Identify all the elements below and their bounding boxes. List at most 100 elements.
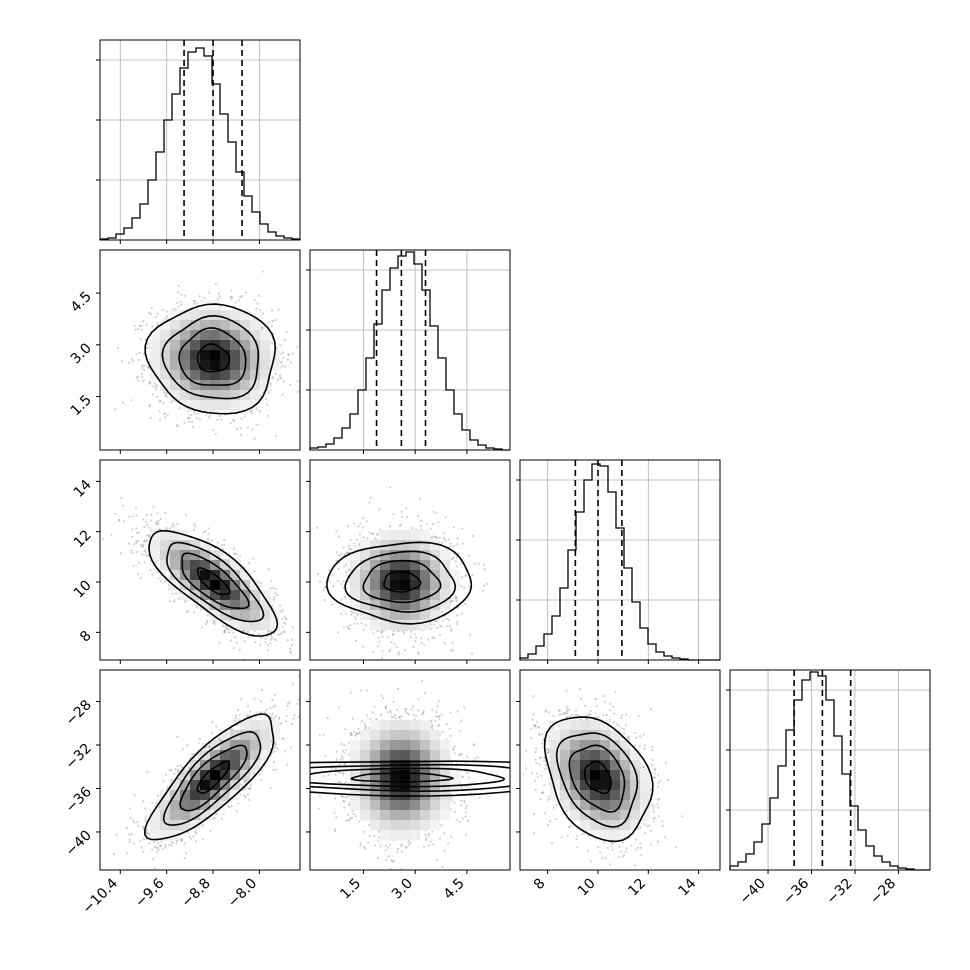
density-cell — [200, 560, 211, 571]
scatter-point — [200, 626, 204, 629]
scatter-point — [131, 515, 134, 518]
scatter-point — [349, 624, 352, 627]
scatter-point — [281, 393, 284, 396]
scatter-point — [194, 604, 197, 607]
scatter-point — [147, 534, 150, 537]
y-tick-label: 10 — [71, 578, 95, 602]
density-cell — [200, 570, 211, 581]
scatter-point — [164, 317, 167, 320]
scatter-point — [223, 543, 226, 547]
density-cell — [240, 310, 251, 321]
scatter-point — [189, 416, 192, 420]
density-cell — [270, 620, 281, 631]
scatter-point — [158, 418, 162, 421]
scatter-point — [208, 291, 211, 294]
scatter-point — [274, 373, 277, 376]
scatter-point — [239, 433, 242, 436]
scatter-point — [217, 292, 220, 295]
scatter-point — [213, 547, 216, 550]
scatter-point — [252, 318, 256, 321]
density-cell — [250, 320, 261, 331]
scatter-point — [223, 538, 226, 541]
scatter-point — [131, 551, 134, 554]
scatter-point — [222, 624, 225, 628]
scatter-point — [141, 545, 144, 548]
scatter-point — [404, 649, 407, 652]
scatter-point — [176, 523, 179, 526]
scatter-point — [289, 647, 292, 650]
scatter-point — [217, 541, 220, 544]
scatter-point — [279, 374, 282, 377]
y-tick-label: 4.5 — [68, 289, 95, 316]
scatter-point — [214, 282, 217, 285]
scatter-point — [143, 525, 146, 529]
density-contour — [144, 303, 277, 415]
density-cell — [200, 350, 211, 361]
scatter-point — [207, 416, 211, 419]
density-cell — [160, 550, 171, 561]
scatter-point — [136, 375, 139, 379]
density-cell — [150, 350, 161, 361]
scatter-point — [420, 520, 423, 523]
density-cell — [200, 390, 211, 401]
scatter-point — [159, 400, 162, 403]
scatter-point — [190, 414, 193, 417]
density-cell — [180, 310, 191, 321]
scatter-point — [233, 553, 236, 556]
scatter-point — [151, 393, 154, 396]
panel-frame — [99, 249, 301, 451]
scatter-point — [261, 391, 264, 394]
scatter-point — [132, 564, 135, 567]
density-cell — [180, 380, 191, 391]
scatter-point — [231, 296, 234, 299]
scatter-point — [230, 289, 233, 292]
scatter-point — [135, 376, 138, 380]
scatter-point — [278, 604, 282, 607]
density-cell — [160, 330, 171, 341]
scatter-point — [378, 640, 381, 643]
scatter-point — [354, 639, 357, 642]
scatter-point — [196, 308, 199, 311]
scatter-point — [365, 624, 368, 627]
scatter-point — [188, 420, 191, 423]
scatter-point — [230, 422, 233, 425]
scatter-point — [167, 583, 170, 587]
scatter-point — [269, 642, 272, 645]
density-cell — [210, 320, 221, 331]
y-tick-label: 8 — [77, 628, 95, 646]
scatter-point — [282, 621, 285, 624]
scatter-point — [131, 528, 134, 531]
density-cell — [150, 360, 161, 371]
scatter-point — [247, 630, 250, 633]
density-cell — [170, 390, 181, 401]
scatter-point — [134, 328, 137, 331]
density-cell — [220, 390, 231, 401]
scatter-point — [121, 401, 124, 404]
density-cell — [190, 380, 201, 391]
scatter-point — [460, 585, 463, 588]
scatter-point — [157, 519, 160, 522]
scatter-point — [218, 415, 221, 418]
density-cell — [250, 370, 261, 381]
density-cell — [220, 360, 231, 371]
scatter-point — [180, 293, 183, 296]
scatter-point — [118, 519, 121, 522]
scatter-point — [143, 364, 146, 367]
scatter-point — [282, 380, 285, 383]
scatter-point — [202, 531, 206, 534]
scatter-point — [271, 376, 274, 379]
scatter-point — [218, 641, 221, 644]
scatter-point — [151, 325, 154, 328]
density-cell — [220, 350, 231, 361]
scatter-point — [239, 555, 242, 558]
density-cell — [210, 600, 221, 611]
density-cell — [170, 320, 181, 331]
scatter-point — [253, 629, 256, 633]
scatter-point — [291, 638, 294, 641]
density-cell — [200, 360, 211, 371]
scatter-point — [257, 294, 260, 297]
scatter-point — [164, 580, 167, 583]
scatter-point — [143, 539, 146, 543]
density-cell — [190, 570, 201, 581]
